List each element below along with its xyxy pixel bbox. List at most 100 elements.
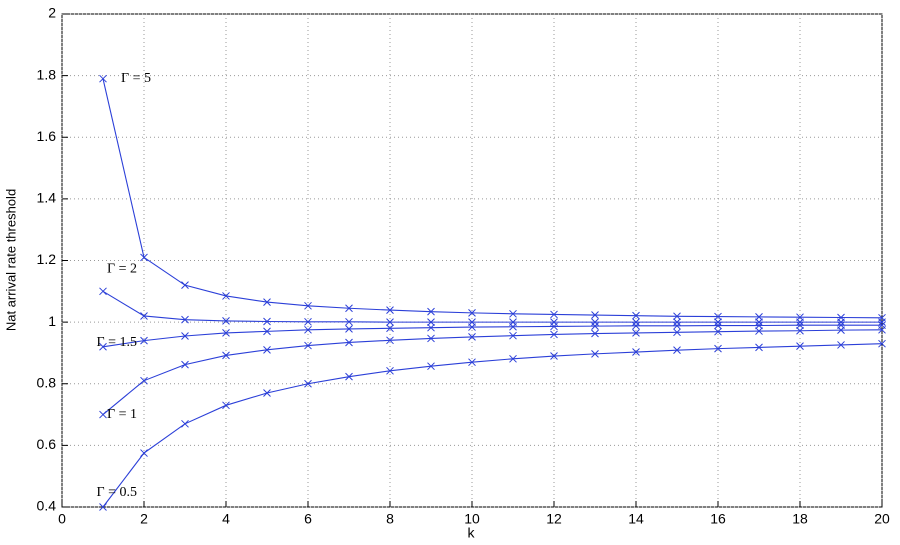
y-tick-label: 1: [48, 313, 56, 329]
marker: [345, 338, 353, 347]
marker: [99, 287, 107, 296]
series-line: [102, 78, 883, 319]
marker: [140, 253, 148, 262]
x-tick-label: 6: [304, 511, 312, 527]
x-tick-label: 8: [386, 511, 394, 527]
marker: [591, 329, 599, 338]
marker: [427, 318, 435, 326]
marker: [222, 351, 230, 360]
series-line: [102, 329, 883, 415]
marker: [386, 306, 394, 314]
series-line: [102, 324, 882, 348]
marker: [673, 312, 681, 321]
x-tick-label: 18: [792, 511, 808, 527]
marker: [673, 321, 681, 330]
marker: [755, 343, 763, 352]
marker: [386, 324, 394, 333]
y-axis-label: Nat arrival rate threshold: [3, 189, 18, 331]
marker: [714, 318, 722, 326]
marker: [99, 410, 107, 419]
x-tick-label: 16: [710, 511, 726, 527]
x-tick-label: 20: [874, 511, 890, 527]
marker: [673, 346, 681, 355]
marker: [591, 311, 599, 319]
marker: [632, 311, 640, 320]
marker: [509, 322, 517, 331]
x-tick-label: 10: [464, 511, 480, 527]
x-axis-label: k: [468, 525, 476, 541]
marker: [181, 360, 189, 369]
marker: [714, 327, 722, 336]
marker: [673, 328, 681, 337]
marker: [714, 312, 722, 321]
y-tick-label: 0.6: [37, 436, 57, 452]
marker: [304, 301, 312, 310]
marker: [796, 342, 804, 351]
marker: [796, 318, 804, 326]
marker: [140, 312, 148, 320]
marker: [99, 342, 107, 351]
series-line: [102, 290, 882, 323]
marker: [140, 336, 148, 345]
marker: [263, 389, 271, 397]
marker: [591, 350, 599, 358]
marker: [386, 318, 394, 326]
marker: [304, 317, 312, 326]
y-tick-label: 1.8: [37, 66, 57, 82]
series-line: [102, 343, 883, 508]
marker: [632, 318, 640, 326]
marker: [140, 376, 148, 385]
marker: [345, 304, 353, 313]
marker: [468, 358, 476, 367]
series-label: Γ = 0.5: [97, 485, 138, 500]
marker: [304, 341, 312, 350]
marker: [386, 336, 394, 345]
marker: [509, 331, 517, 340]
marker: [755, 321, 763, 330]
marker: [796, 326, 804, 335]
marker: [755, 318, 763, 326]
marker: [550, 310, 558, 319]
y-tick-label: 1.2: [37, 251, 57, 267]
marker: [591, 322, 599, 330]
marker: [427, 334, 435, 343]
marker: [304, 379, 312, 388]
x-tick-label: 12: [546, 511, 562, 527]
marker: [181, 419, 189, 428]
marker: [222, 292, 230, 300]
marker: [345, 317, 353, 326]
marker: [427, 362, 435, 371]
marker: [468, 333, 476, 341]
marker: [550, 352, 558, 360]
marker: [755, 327, 763, 335]
series-label: Γ = 5: [121, 71, 151, 86]
marker: [263, 317, 271, 326]
marker: [345, 325, 353, 333]
x-tick-label: 4: [222, 511, 230, 527]
y-tick-label: 0.4: [37, 498, 57, 514]
marker: [263, 346, 271, 354]
marker: [632, 329, 640, 337]
marker: [468, 323, 476, 331]
marker: [837, 318, 845, 326]
marker: [550, 330, 558, 339]
marker: [878, 325, 886, 334]
marker: [714, 344, 722, 353]
marker: [386, 366, 394, 375]
marker: [837, 341, 845, 349]
marker: [714, 321, 722, 330]
marker: [550, 322, 558, 331]
y-tick-label: 2: [48, 5, 56, 21]
x-tick-label: 0: [58, 511, 66, 527]
marker: [427, 307, 435, 316]
series-label: Γ = 1.5: [97, 335, 138, 350]
marker: [222, 317, 230, 325]
marker: [632, 321, 640, 330]
marker: [427, 323, 435, 332]
marker: [263, 327, 271, 336]
marker: [140, 449, 148, 457]
marker: [304, 325, 312, 334]
marker: [181, 315, 189, 324]
x-tick-label: 14: [628, 511, 644, 527]
